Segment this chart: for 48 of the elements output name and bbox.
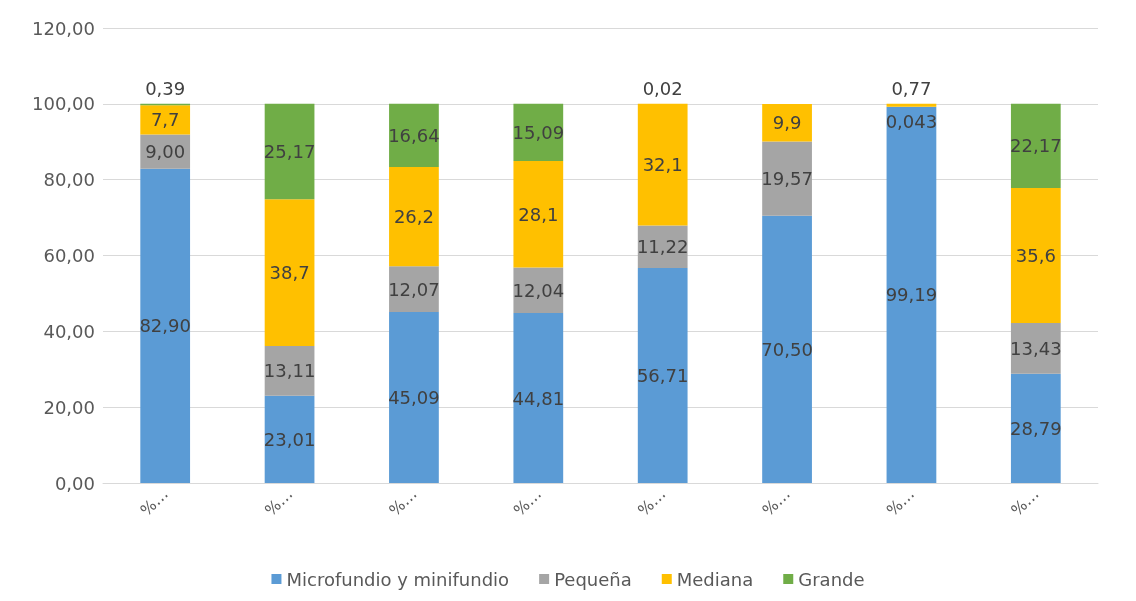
data-label: 0,043 — [885, 111, 938, 133]
data-label: 28,1 — [518, 203, 559, 225]
y-tick-label: 20,00 — [43, 396, 95, 418]
x-tick-label: %… — [1007, 484, 1043, 520]
data-label: 25,17 — [263, 141, 316, 163]
x-tick-label: %… — [758, 484, 794, 520]
y-tick-label: 100,00 — [32, 93, 95, 115]
data-label: 44,81 — [512, 387, 565, 409]
y-tick-label: 0,00 — [54, 472, 95, 494]
data-label: 15,09 — [512, 121, 565, 143]
x-tick-label: %… — [136, 484, 172, 520]
x-tick-label: %… — [633, 484, 670, 520]
legend-label: Pequeña — [554, 568, 632, 590]
data-label: 26,2 — [393, 206, 434, 228]
data-label: 45,09 — [388, 387, 440, 409]
legend-label: Microfundio y minifundio — [286, 568, 510, 590]
data-label: 22,17 — [1010, 135, 1062, 157]
data-label: 56,71 — [636, 364, 689, 386]
data-label: 38,7 — [269, 262, 310, 284]
y-tick-label: 40,00 — [43, 320, 95, 342]
x-tick-label: %… — [260, 484, 297, 520]
data-label: 9,9 — [772, 112, 802, 134]
data-label: 82,90 — [139, 315, 191, 337]
data-label: 9,00 — [145, 141, 186, 163]
x-tick-label: %… — [882, 484, 919, 520]
data-label: 99,19 — [885, 284, 938, 306]
data-label: 12,07 — [388, 278, 440, 300]
data-label: 7,7 — [150, 109, 180, 131]
data-label: 11,22 — [636, 236, 689, 258]
data-label: 23,01 — [263, 428, 316, 450]
data-label: 16,64 — [388, 124, 440, 146]
x-tick-label: %… — [385, 484, 421, 520]
y-tick-label: 80,00 — [43, 169, 95, 191]
legend-label: Mediana — [676, 568, 754, 590]
data-label: 0,39 — [145, 78, 186, 100]
data-label: 0,02 — [642, 78, 683, 100]
data-label: 28,79 — [1010, 417, 1062, 439]
legend-label: Grande — [798, 568, 865, 590]
x-tick-label: %… — [509, 484, 546, 520]
data-label: 70,50 — [761, 338, 813, 360]
data-label: 13,43 — [1010, 337, 1062, 359]
data-label: 13,11 — [263, 360, 316, 382]
data-label: 0,77 — [891, 78, 932, 100]
data-label: 35,6 — [1015, 244, 1056, 266]
data-label: 19,57 — [761, 168, 813, 190]
y-tick-label: 60,00 — [43, 245, 95, 266]
data-label: 32,1 — [642, 154, 683, 176]
y-tick-label: 120,00 — [32, 17, 95, 39]
